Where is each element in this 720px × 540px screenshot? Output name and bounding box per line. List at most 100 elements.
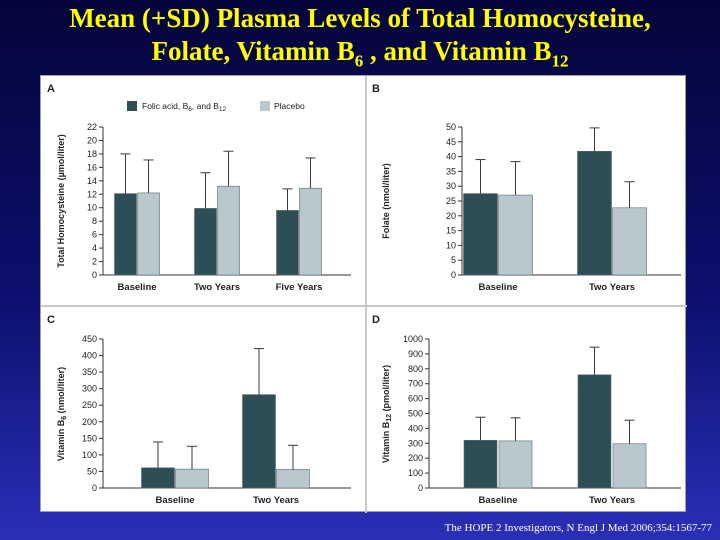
x-tick-label: Baseline	[155, 495, 194, 506]
y-tick-label: 50	[446, 122, 456, 132]
y-tick-label: 45	[446, 137, 456, 147]
y-tick-label: 400	[408, 423, 423, 433]
x-tick-label: Two Years	[253, 495, 299, 506]
panel-letter: C	[47, 314, 55, 326]
legend-label-part: 12	[219, 106, 227, 113]
bar-placebo	[612, 443, 647, 489]
y-tick-label: 500	[408, 409, 423, 419]
y-tick-label: 10	[446, 240, 456, 250]
title-part: Folate, Vitamin B	[151, 36, 355, 66]
x-tick-label: Baseline	[117, 282, 156, 293]
y-tick-label: 20	[87, 135, 97, 145]
panel-a: A 0 2 4 6 8 10 12 14 16 18 20 22 Total Homocysteine (…	[47, 83, 351, 293]
bar-treatment	[114, 193, 137, 276]
x-tick-label: Two Years	[194, 282, 240, 293]
bar-treatment	[141, 467, 175, 489]
bar-placebo	[498, 194, 533, 276]
slide-title: Mean (+SD) Plasma Levels of Total Homocy…	[0, 2, 720, 77]
y-tick-label: 5	[451, 255, 456, 265]
title-subscript: 6	[354, 51, 364, 71]
y-axis-label-part: 12	[386, 414, 393, 422]
legend-label-placebo: Placebo	[274, 101, 305, 111]
bar-treatment	[276, 210, 299, 276]
y-tick-label: 600	[408, 394, 423, 404]
y-axis-label-part: (nmol/liter)	[56, 367, 66, 416]
panel-d: D 0 100 200 300 400 500 600 700 800 900 1000 Vitamin…	[372, 314, 681, 506]
y-tick-label: 200	[82, 417, 97, 427]
y-tick-label: 0	[451, 270, 456, 280]
y-axis-label-part: 6	[61, 416, 68, 420]
bar-treatment	[242, 394, 276, 489]
bar-treatment	[463, 193, 498, 276]
title-part: , and Vitamin B	[363, 36, 552, 66]
bar-placebo	[299, 187, 322, 276]
bar-treatment	[194, 208, 217, 276]
y-tick-label: 35	[446, 166, 456, 176]
y-tick-label: 15	[446, 226, 456, 236]
bar-placebo	[612, 207, 647, 276]
title-subscript: 12	[551, 51, 569, 71]
y-axis-label-part: Vitamin B	[56, 419, 66, 461]
bar-treatment	[577, 150, 612, 276]
y-tick-label: 800	[408, 364, 423, 374]
y-tick-label: 300	[408, 438, 423, 448]
legend: Folic acid, B6, and B12 Placebo	[127, 101, 305, 113]
y-tick-label: 16	[87, 162, 97, 172]
citation: The HOPE 2 Investigators, N Engl J Med 2…	[444, 522, 712, 534]
legend-label-part: , and B	[192, 101, 219, 111]
y-tick-label: 14	[87, 176, 97, 186]
y-tick-label: 0	[92, 270, 97, 280]
bar-treatment	[463, 440, 498, 489]
y-tick-label: 0	[92, 483, 97, 493]
y-axis-label: Vitamin B6 (nmol/liter)	[56, 367, 68, 461]
x-tick-label: Five Years	[276, 282, 323, 293]
bar-placebo	[137, 192, 160, 276]
panel-c: C 0 50 100 150 200 250 300 350 400 450 Vitamin B6 (…	[47, 314, 351, 506]
y-tick-label: 40	[446, 152, 456, 162]
panel-b: B 0 5 10 15 20 25 30 35 40 45 50 Folate (nmol/liter)…	[372, 83, 681, 293]
y-axis-label: Folate (nmol/liter)	[381, 163, 391, 239]
x-tick-label: Two Years	[589, 495, 635, 506]
y-tick-label: 20	[446, 211, 456, 221]
y-tick-label: 900	[408, 349, 423, 359]
y-tick-label: 400	[82, 351, 97, 361]
y-tick-label: 4	[92, 243, 97, 253]
y-tick-label: 0	[418, 483, 423, 493]
y-tick-label: 100	[82, 450, 97, 460]
panel-letter: A	[47, 83, 55, 95]
y-tick-label: 22	[87, 122, 97, 132]
panel-letter: B	[372, 83, 380, 95]
y-tick-label: 10	[87, 203, 97, 213]
y-tick-label: 6	[92, 230, 97, 240]
y-tick-label: 350	[82, 367, 97, 377]
figure-panel-grid: Folic acid, B6, and B12 Placebo A 0 2 4 6 8 10 12…	[40, 75, 687, 513]
figure-svg: Folic acid, B6, and B12 PlaceboA024681012…	[41, 76, 687, 513]
y-tick-label: 200	[408, 453, 423, 463]
bar-placebo	[217, 185, 240, 276]
bar-treatment	[577, 374, 612, 489]
y-tick-label: 300	[82, 384, 97, 394]
y-axis-label-part: Vitamin B	[381, 421, 391, 463]
title-line-2: Folate, Vitamin B6 , and Vitamin B12	[0, 35, 720, 77]
y-tick-label: 18	[87, 149, 97, 159]
bar-placebo	[498, 440, 533, 489]
legend-label-treatment: Folic acid, B6, and B12	[142, 101, 226, 113]
x-tick-label: Baseline	[478, 282, 517, 293]
y-axis-label-part: (pmol/liter)	[381, 365, 391, 414]
y-tick-label: 12	[87, 189, 97, 199]
legend-swatch-placebo	[260, 101, 270, 111]
y-tick-label: 25	[446, 196, 456, 206]
y-axis-label: Vitamin B12 (pmol/liter)	[381, 365, 393, 463]
bar-placebo	[276, 469, 310, 489]
legend-label-part: 6	[188, 106, 192, 113]
bar-placebo	[175, 468, 209, 489]
y-tick-label: 100	[408, 468, 423, 478]
x-tick-label: Two Years	[589, 282, 635, 293]
y-tick-label: 8	[92, 216, 97, 226]
legend-swatch-treatment	[127, 101, 137, 111]
x-tick-label: Baseline	[478, 495, 517, 506]
y-tick-label: 150	[82, 433, 97, 443]
y-tick-label: 1000	[403, 334, 423, 344]
title-line-1: Mean (+SD) Plasma Levels of Total Homocy…	[69, 3, 651, 33]
y-tick-label: 250	[82, 400, 97, 410]
